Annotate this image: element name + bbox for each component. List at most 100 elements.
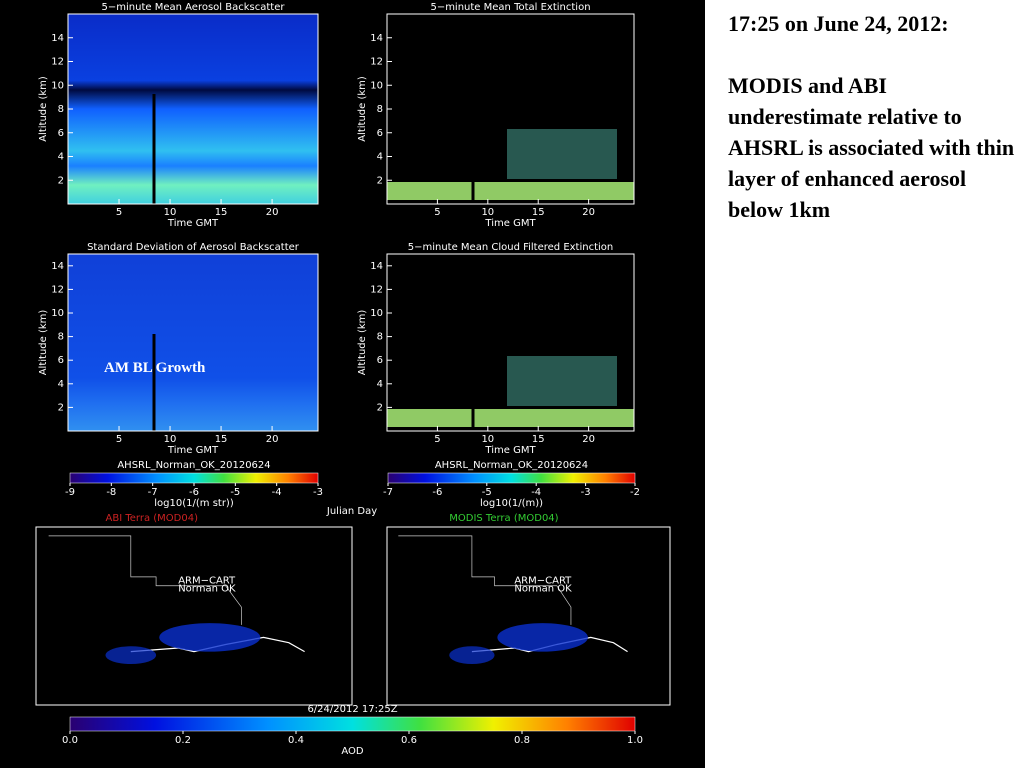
x-axis-label: Time GMT [167,445,219,456]
y-tick-label: 8 [377,104,383,115]
colorbar-tick-label: -5 [482,487,492,498]
colorbar-tick-label: -4 [272,487,282,498]
map-frame [35,526,353,706]
colorbar-title: 6/24/2012 17:25Z [307,704,397,715]
plot-frame [386,253,635,432]
colorbar-title: AHSRL_Norman_OK_20120624 [117,460,270,471]
y-tick-label: 10 [51,308,64,319]
colorbar-tick-label: 0.4 [288,735,304,746]
extinction-layer [507,129,617,179]
y-tick-label: 8 [58,332,64,343]
x-tick-label: 10 [481,434,494,445]
y-tick-label: 6 [377,128,383,139]
x-tick-label: 5 [116,434,122,445]
y-tick-label: 10 [370,80,383,91]
plot-title: 5−minute Mean Total Extinction [430,2,590,13]
map-title: ABI Terra (MOD04) [106,513,199,524]
colorbar-tick-label: 0.2 [175,735,191,746]
aod-retrieval [497,623,588,652]
annotation: AM BL Growth [104,360,206,376]
y-tick-label: 8 [58,104,64,115]
colorbar-tick-label: -8 [106,487,116,498]
plot-title: 5−minute Mean Cloud Filtered Extinction [408,242,614,253]
extinction-layer [387,182,634,200]
y-tick-label: 2 [58,175,64,186]
x-tick-label: 20 [266,207,279,218]
y-tick-label: 2 [377,175,383,186]
x-axis-label: Time GMT [484,445,536,456]
colorbar-tick-label: -7 [148,487,158,498]
colorbar-tick-label: -5 [230,487,240,498]
notes-heading: 17:25 on June 24, 2012: [728,11,949,36]
state-borders [398,535,572,625]
notes-body: MODIS and ABI underestimate relative to … [728,73,1015,222]
julian-label: Julian Day [326,506,377,517]
extinction-layer [387,409,634,427]
x-tick-label: 10 [164,434,177,445]
colorbar-label: log10(1/(m)) [480,498,543,509]
y-tick-label: 4 [377,152,383,163]
colorbar-tick-label: -2 [630,487,640,498]
x-tick-label: 10 [164,207,177,218]
x-tick-label: 15 [532,434,545,445]
y-tick-label: 12 [51,57,64,68]
y-tick-label: 6 [58,355,64,366]
y-tick-label: 2 [377,402,383,413]
y-tick-label: 14 [51,261,64,272]
notes: 17:25 on June 24, 2012: MODIS and ABI un… [728,8,1018,256]
colorbar [69,716,636,732]
site-label: ARM−CART [178,575,236,586]
x-tick-label: 20 [582,434,595,445]
y-tick-label: 12 [370,57,383,68]
y-tick-label: 4 [58,152,64,163]
extinction-layer [507,356,617,406]
state-borders [48,535,242,625]
map-frame [386,526,671,706]
x-axis-label: Time GMT [167,218,219,229]
aod-retrieval [159,623,261,652]
colorbar-tick-label: -9 [65,487,75,498]
colorbar [387,472,636,484]
colorbar-tick-label: -6 [189,487,199,498]
y-tick-label: 14 [370,261,383,272]
site-label: Norman OK [514,583,572,594]
site-label: ARM−CART [514,575,572,586]
site-label: Norman OK [178,583,236,594]
plot-background [68,254,318,431]
colorbar-tick-label: -6 [432,487,442,498]
y-axis-label: Altitude (km) [38,76,49,142]
y-tick-label: 6 [377,355,383,366]
y-tick-label: 6 [58,128,64,139]
plot-frame [67,253,319,432]
y-tick-label: 10 [370,308,383,319]
x-axis-label: Time GMT [484,218,536,229]
x-tick-label: 20 [582,207,595,218]
y-tick-label: 2 [58,402,64,413]
aod-retrieval [449,646,495,665]
y-tick-label: 14 [51,33,64,44]
plot-title: 5−minute Mean Aerosol Backscatter [102,2,286,13]
colorbar-label: AOD [341,746,364,757]
y-axis-label: Altitude (km) [357,310,368,376]
y-axis-label: Altitude (km) [357,76,368,142]
y-tick-label: 12 [370,284,383,295]
plot-title: Standard Deviation of Aerosol Backscatte… [87,242,300,253]
y-tick-label: 12 [51,284,64,295]
x-tick-label: 5 [434,207,440,218]
y-axis-label: Altitude (km) [38,310,49,376]
x-tick-label: 15 [215,207,228,218]
y-tick-label: 8 [377,332,383,343]
colorbar-tick-label: 0.8 [514,735,530,746]
colorbar [69,472,319,484]
map-title: MODIS Terra (MOD04) [449,513,558,524]
colorbar-tick-label: -3 [581,487,591,498]
x-tick-label: 15 [215,434,228,445]
y-tick-label: 4 [58,379,64,390]
x-tick-label: 5 [434,434,440,445]
colorbar-tick-label: 0.0 [62,735,78,746]
x-tick-label: 5 [116,207,122,218]
colorbar-tick-label: -7 [383,487,393,498]
colorbar-tick-label: -4 [531,487,541,498]
